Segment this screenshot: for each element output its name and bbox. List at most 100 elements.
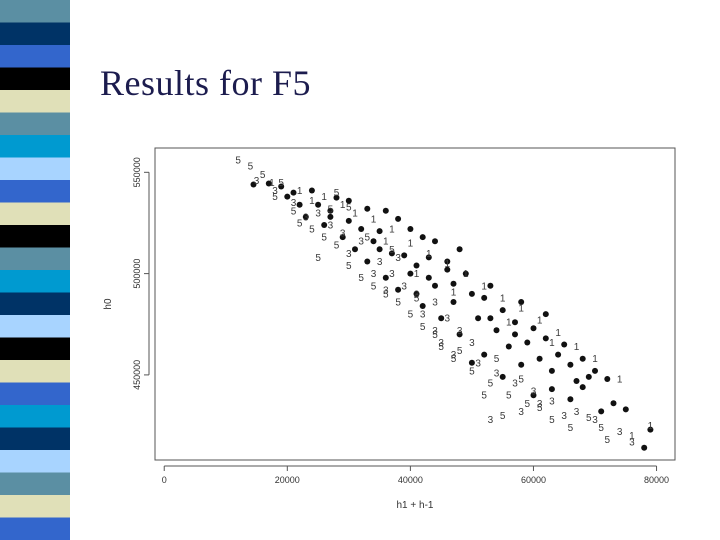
- data-point-label-1: 1: [592, 354, 598, 365]
- data-point-dot: [499, 307, 506, 314]
- data-point-dot: [339, 234, 346, 241]
- stripe-band: [0, 180, 70, 204]
- data-point-label-5: 5: [438, 342, 444, 353]
- data-point-label-3: 3: [469, 338, 475, 349]
- data-point-label-1: 1: [321, 192, 327, 203]
- data-point-label-3: 3: [512, 379, 518, 390]
- data-point-label-1: 1: [481, 281, 487, 292]
- data-point-label-3: 3: [451, 350, 457, 361]
- data-point-label-1: 1: [383, 237, 389, 248]
- data-point-label-1: 1: [408, 239, 414, 250]
- data-point-label-3: 3: [549, 397, 555, 408]
- y-axis: 450000 500000 550000: [132, 157, 150, 390]
- plot-frame: [154, 147, 676, 461]
- data-point-dot: [250, 181, 257, 188]
- stripe-band: [0, 270, 70, 294]
- data-point-label-3: 3: [315, 208, 321, 219]
- data-point-dot: [518, 361, 525, 368]
- data-point-label-5: 5: [549, 415, 555, 426]
- data-point-label-5: 5: [586, 413, 592, 424]
- data-point-label-3: 3: [303, 212, 309, 223]
- data-point-label-5: 5: [488, 379, 494, 390]
- data-point-label-5: 5: [481, 391, 487, 402]
- data-point-label-1: 1: [297, 186, 303, 197]
- stripe-band: [0, 472, 70, 496]
- stripe-band: [0, 337, 70, 361]
- data-point-label-1: 1: [389, 225, 395, 236]
- data-point-dot: [450, 280, 457, 287]
- data-point-dot: [573, 378, 580, 384]
- chart-svg: 0 20000 40000 60000 80000 450000 500000 550000…: [103, 147, 676, 511]
- data-point-dot: [579, 355, 586, 362]
- data-point-label-5: 5: [278, 178, 284, 189]
- data-point-label-1: 1: [352, 208, 358, 219]
- stripe-band: [0, 495, 70, 519]
- data-point-label-5: 5: [260, 170, 266, 181]
- data-point-dot: [419, 234, 426, 241]
- data-point-label-1: 1: [309, 196, 315, 207]
- data-point-label-1: 1: [340, 200, 346, 211]
- data-point-label-5: 5: [371, 281, 377, 292]
- data-point-dot: [419, 303, 426, 309]
- data-point-dot: [567, 361, 574, 368]
- data-point-dot: [290, 189, 297, 196]
- data-point-label-5: 5: [506, 391, 512, 402]
- data-point-dot: [585, 373, 592, 380]
- data-point-label-5: 5: [525, 399, 531, 410]
- x-tick-label: 0: [162, 475, 167, 485]
- data-point-label-5: 5: [598, 423, 604, 434]
- data-point-dot: [302, 213, 309, 220]
- data-point-label-3: 3: [420, 310, 426, 321]
- data-point-dot: [524, 339, 531, 346]
- data-point-dot: [376, 246, 383, 253]
- x-tick-label: 60000: [521, 475, 546, 485]
- data-point-dot: [401, 252, 408, 259]
- data-point-dot: [395, 286, 402, 293]
- data-point-label-5: 5: [272, 192, 278, 203]
- data-point-dot: [345, 197, 352, 204]
- data-point-dot: [548, 386, 555, 393]
- stripe-band: [0, 90, 70, 114]
- y-tick-label: 500000: [132, 259, 142, 289]
- data-point-label-5: 5: [358, 273, 364, 284]
- data-point-label-5: 5: [328, 204, 334, 215]
- data-point-dot: [432, 238, 438, 245]
- data-point-label-5: 5: [408, 310, 414, 321]
- data-point-label-3: 3: [383, 285, 389, 296]
- x-tick-label: 80000: [644, 475, 669, 485]
- data-point-label-5: 5: [346, 202, 352, 213]
- data-point-label-3: 3: [518, 407, 524, 418]
- data-point-dot: [358, 226, 365, 232]
- data-point-dot: [487, 315, 494, 322]
- data-point-dot: [444, 266, 451, 273]
- data-point-label-5: 5: [389, 245, 395, 256]
- data-point-dot: [561, 341, 568, 348]
- data-point-dot: [542, 311, 549, 318]
- data-point-label-5: 5: [469, 366, 475, 377]
- data-point-dot: [518, 299, 525, 305]
- data-point-dot: [481, 294, 488, 301]
- data-point-label-5: 5: [500, 411, 506, 422]
- data-point-dot: [450, 299, 457, 305]
- data-point-dot: [327, 207, 334, 214]
- data-point-dot: [370, 238, 377, 245]
- stripe-band: [0, 360, 70, 384]
- data-point-dot: [622, 406, 629, 413]
- stripe-band: [0, 382, 70, 406]
- x-tick-label: 40000: [398, 475, 423, 485]
- data-point-dot: [530, 392, 537, 399]
- data-point-dot: [327, 213, 334, 220]
- data-point-dot: [364, 205, 371, 212]
- data-point-label-3: 3: [272, 186, 278, 197]
- y-tick-label: 550000: [132, 157, 142, 187]
- data-point-label-1: 1: [269, 178, 275, 189]
- data-point-dot: [425, 274, 432, 281]
- data-point-label-5: 5: [605, 435, 611, 446]
- data-point-label-5: 5: [321, 233, 327, 244]
- data-point-label-3: 3: [475, 358, 481, 369]
- stripe-band: [0, 292, 70, 316]
- stripe-band: [0, 67, 70, 91]
- data-point-dot: [475, 315, 482, 322]
- data-point-label-5: 5: [420, 322, 426, 333]
- data-point-label-5: 5: [334, 241, 340, 252]
